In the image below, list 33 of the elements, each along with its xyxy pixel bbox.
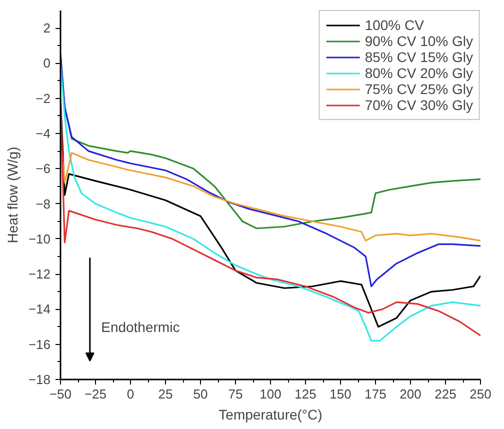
x-axis-title: Temperature(°C) xyxy=(218,406,322,422)
x-tick-label: 225 xyxy=(434,386,456,402)
x-tick-label: 175 xyxy=(364,386,386,402)
y-tick-label: −10 xyxy=(28,231,51,246)
x-tick-label: 75 xyxy=(228,386,243,402)
x-tick-label: 125 xyxy=(294,386,316,402)
legend-label: 85% CV 15% Gly xyxy=(364,49,473,65)
legend-label: 80% CV 20% Gly xyxy=(364,65,473,81)
y-axis-title: Heat flow (W/g) xyxy=(4,146,20,244)
y-tick-label: −18 xyxy=(28,372,51,387)
x-tick-label: 250 xyxy=(470,386,492,402)
x-tick-label: 100 xyxy=(260,386,282,402)
y-tick-label: 2 xyxy=(43,20,51,36)
y-tick-label: −8 xyxy=(36,196,51,212)
x-tick-label: 0 xyxy=(126,386,134,402)
y-tick-label: −2 xyxy=(36,90,51,106)
x-tick-label: 200 xyxy=(400,386,422,402)
legend-label: 70% CV 30% Gly xyxy=(364,97,473,113)
y-tick-label: −6 xyxy=(36,161,51,176)
x-tick-label: 50 xyxy=(193,386,208,402)
legend-label: 90% CV 10% Gly xyxy=(364,33,473,49)
x-tick-label: 25 xyxy=(158,386,173,402)
legend-label: 100% CV xyxy=(364,17,424,33)
y-tick-label: −16 xyxy=(28,336,51,352)
y-tick-label: 0 xyxy=(43,56,51,71)
y-tick-label: −14 xyxy=(28,302,51,317)
y-tick-label: −12 xyxy=(28,266,51,282)
x-tick-label: −50 xyxy=(49,386,72,402)
legend-label: 75% CV 25% Gly xyxy=(364,81,473,97)
y-tick-label: −4 xyxy=(36,126,51,141)
annotation: Endothermic xyxy=(101,319,180,336)
x-tick-label: 150 xyxy=(330,386,352,402)
x-tick-label: −25 xyxy=(84,386,107,402)
